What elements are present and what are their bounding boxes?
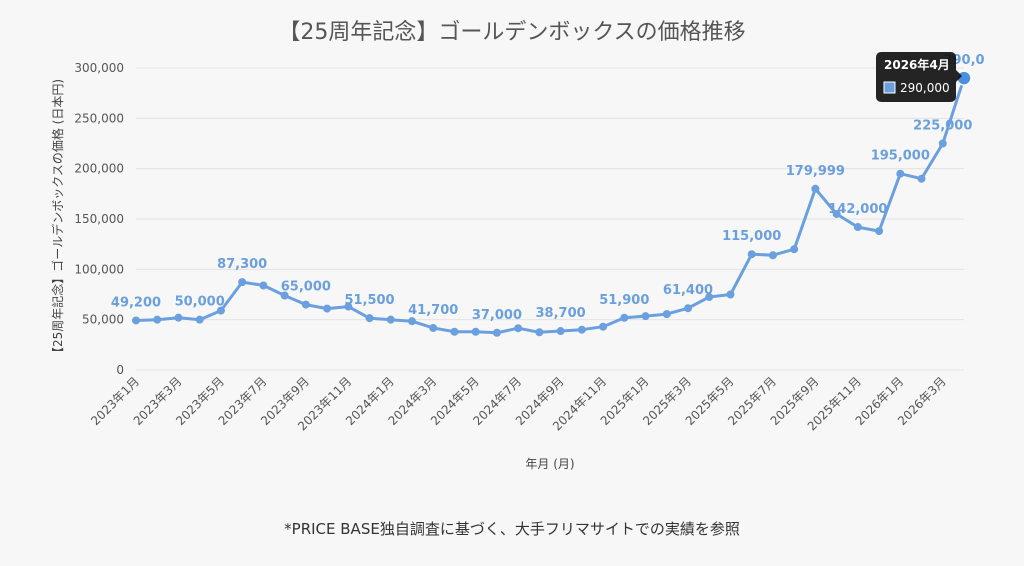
- data-point: [216, 306, 225, 315]
- data-label: 37,000: [472, 308, 522, 323]
- data-point: [386, 315, 395, 324]
- y-tick-label: 0: [116, 363, 124, 377]
- data-point: [641, 312, 650, 321]
- tooltip-pointer: [956, 70, 962, 82]
- y-tick-label: 50,000: [82, 313, 124, 327]
- data-point: [938, 139, 947, 148]
- data-point: [323, 304, 332, 313]
- data-point: [662, 310, 671, 319]
- data-label: 65,000: [281, 280, 331, 295]
- data-point: [684, 304, 692, 313]
- data-label: 225,000: [913, 119, 972, 134]
- data-label: 195,000: [871, 149, 930, 164]
- data-point: [599, 322, 608, 331]
- data-point: [301, 300, 310, 309]
- data-point: [471, 327, 480, 336]
- data-point: [726, 290, 735, 299]
- x-axis-title: 年月 (月): [525, 457, 574, 471]
- data-point: [195, 315, 204, 324]
- data-point: [174, 313, 183, 322]
- tooltip-title: 2026年4月: [884, 57, 950, 72]
- series-line: [135, 77, 966, 335]
- y-tick-label: 100,000: [74, 262, 124, 276]
- data-point: [896, 169, 905, 178]
- data-point: [280, 291, 289, 300]
- data-point: [429, 324, 438, 333]
- data-point: [875, 227, 884, 236]
- data-point: [705, 293, 714, 302]
- data-label: 179,999: [786, 164, 845, 179]
- data-point: [790, 245, 799, 254]
- tooltip-swatch: [883, 81, 896, 94]
- data-label: 41,700: [408, 303, 458, 318]
- tooltip-box: [876, 52, 956, 102]
- tooltip-value: 290,000: [900, 81, 950, 95]
- data-point: [514, 324, 523, 333]
- data-point: [365, 314, 374, 323]
- data-point: [259, 281, 268, 290]
- data-label: 51,900: [599, 293, 649, 308]
- data-point: [853, 223, 862, 232]
- data-point: [747, 250, 756, 259]
- data-point: [153, 315, 162, 324]
- data-point: [450, 327, 459, 336]
- data-point: [768, 251, 777, 260]
- y-tick-label: 200,000: [74, 162, 124, 176]
- chart-title: 【25周年記念】ゴールデンボックスの価格推移: [278, 20, 746, 45]
- data-point: [492, 328, 501, 337]
- y-tick-label: 150,000: [74, 212, 124, 226]
- data-point: [238, 278, 247, 287]
- chart-footnote: *PRICE BASE独自調査に基づく、大手フリマサイトでの実績を参照: [284, 520, 740, 538]
- data-point: [556, 327, 565, 336]
- data-point: [344, 302, 353, 311]
- data-label: 38,700: [536, 306, 586, 321]
- data-label: 115,000: [722, 229, 781, 244]
- data-label: 51,500: [344, 293, 394, 308]
- y-tick-label: 250,000: [74, 111, 124, 125]
- data-label: 49,200: [111, 295, 161, 310]
- data-label: 50,000: [175, 295, 225, 310]
- data-label: 142,000: [828, 202, 887, 217]
- data-point: [132, 316, 140, 325]
- y-axis-title: 【25周年記念】ゴールデンボックスの価格 (日本円): [50, 79, 65, 359]
- data-label: 61,400: [663, 283, 713, 298]
- data-point: [577, 325, 586, 334]
- data-point: [535, 328, 544, 337]
- data-point: [811, 184, 820, 193]
- data-point: [620, 313, 629, 322]
- data-point: [832, 209, 841, 218]
- data-point: [917, 174, 926, 183]
- data-label: 87,300: [217, 257, 267, 272]
- y-tick-label: 300,000: [74, 61, 124, 75]
- data-point: [408, 317, 416, 326]
